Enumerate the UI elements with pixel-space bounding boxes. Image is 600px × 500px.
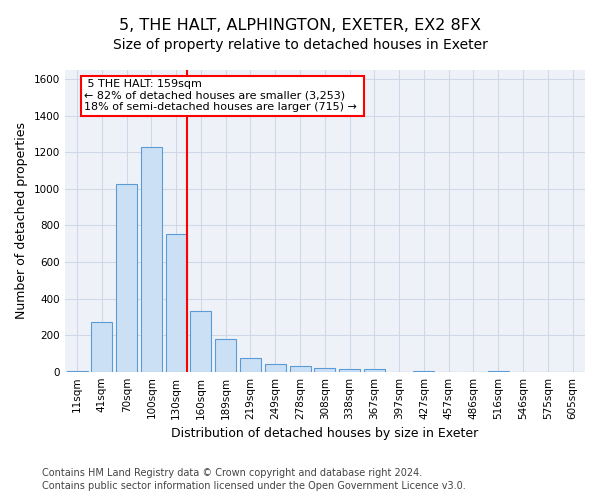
Bar <box>339 369 360 372</box>
Text: Contains public sector information licensed under the Open Government Licence v3: Contains public sector information licen… <box>42 481 466 491</box>
Bar <box>91 322 112 372</box>
Bar <box>166 234 187 372</box>
Bar <box>215 339 236 372</box>
Bar <box>116 184 137 372</box>
Y-axis label: Number of detached properties: Number of detached properties <box>15 122 28 320</box>
Bar <box>314 368 335 372</box>
Bar <box>488 371 509 372</box>
Bar <box>190 312 211 372</box>
Bar <box>265 364 286 372</box>
Text: Size of property relative to detached houses in Exeter: Size of property relative to detached ho… <box>113 38 487 52</box>
X-axis label: Distribution of detached houses by size in Exeter: Distribution of detached houses by size … <box>171 427 478 440</box>
Bar <box>67 371 88 372</box>
Bar <box>141 147 162 372</box>
Bar <box>364 369 385 372</box>
Bar <box>240 358 261 372</box>
Text: 5 THE HALT: 159sqm
← 82% of detached houses are smaller (3,253)
18% of semi-deta: 5 THE HALT: 159sqm ← 82% of detached hou… <box>85 79 361 112</box>
Bar <box>413 371 434 372</box>
Text: 5, THE HALT, ALPHINGTON, EXETER, EX2 8FX: 5, THE HALT, ALPHINGTON, EXETER, EX2 8FX <box>119 18 481 32</box>
Text: Contains HM Land Registry data © Crown copyright and database right 2024.: Contains HM Land Registry data © Crown c… <box>42 468 422 477</box>
Bar <box>290 366 311 372</box>
